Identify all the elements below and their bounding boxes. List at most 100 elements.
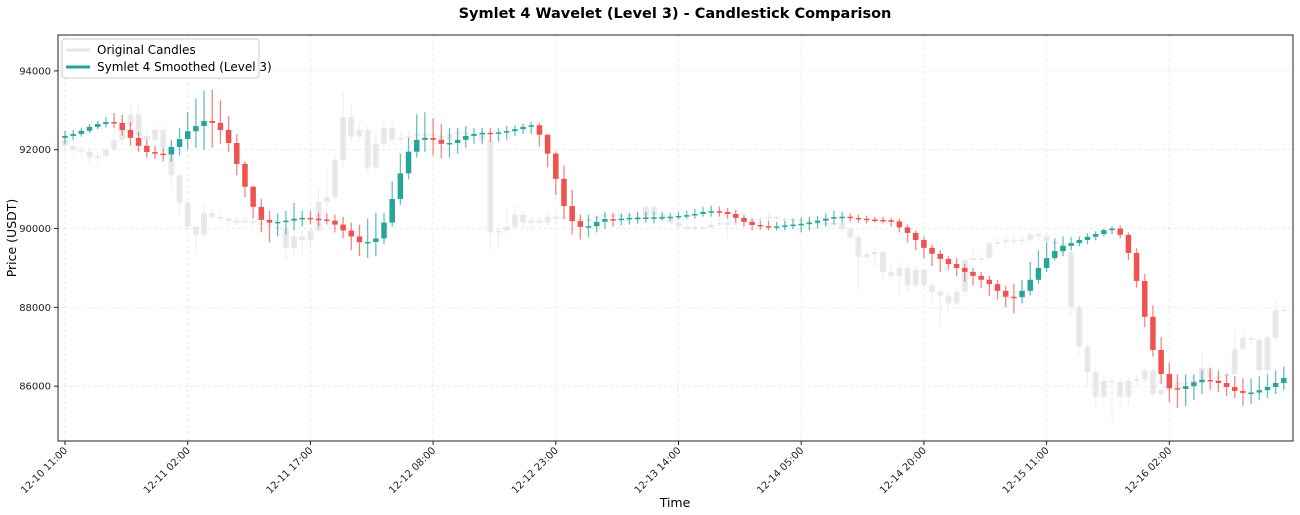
smoothed-candle-body <box>814 220 821 223</box>
original-candle-body <box>773 216 780 219</box>
original-candle-body <box>331 159 338 198</box>
smoothed-candle-body <box>561 178 567 207</box>
smoothed-candle-body <box>127 129 134 138</box>
original-candle-body <box>716 222 723 225</box>
original-candle-body <box>340 116 347 160</box>
smoothed-candle-body <box>585 226 592 228</box>
smoothed-candle-body <box>1092 234 1099 237</box>
smoothed-candle-body <box>733 213 739 218</box>
smoothed-candle-body <box>683 215 690 217</box>
smoothed-candle-body <box>103 122 109 125</box>
legend-original-label: Original Candles <box>97 43 196 57</box>
original-candle-body <box>233 220 240 223</box>
original-candle-body <box>929 285 936 292</box>
original-candle-body <box>127 114 134 127</box>
smoothed-candle-body <box>160 153 166 156</box>
original-candle-body <box>405 135 412 138</box>
smoothed-candle-body <box>888 220 894 222</box>
original-candle-body <box>700 226 707 229</box>
x-tick-label: 12-14 05:00 <box>755 445 806 496</box>
x-tick-label: 12-11 02:00 <box>142 445 193 496</box>
original-candle-body <box>1109 381 1116 383</box>
original-candle-body <box>994 242 1001 244</box>
y-axis-label: Price (USDT) <box>4 199 19 278</box>
smoothed-candle-body <box>1281 377 1287 384</box>
original-candle-body <box>1239 338 1246 349</box>
original-candle-body <box>86 151 93 158</box>
smoothed-candle-body <box>724 211 731 214</box>
smoothed-candle-body <box>659 217 665 219</box>
smoothed-candle-body <box>773 226 780 228</box>
y-axis: 86000 88000 90000 92000 94000 <box>19 66 58 393</box>
original-candle-body <box>291 236 298 249</box>
x-tick-label: 12-16 02:00 <box>1123 445 1174 496</box>
smoothed-candle-body <box>847 216 854 219</box>
original-candle-body <box>176 175 183 203</box>
smoothed-candle-body <box>569 206 575 222</box>
smoothed-candle-body <box>1231 386 1238 391</box>
smoothed-candle-body <box>953 264 960 268</box>
smoothed-candle-body <box>184 131 191 140</box>
original-candle-body <box>1141 370 1148 380</box>
original-candle-body <box>1010 240 1017 242</box>
x-tick-label: 12-12 08:00 <box>387 445 438 496</box>
original-candle-body <box>953 291 960 304</box>
original-candles <box>62 90 1287 422</box>
original-candle-body <box>1076 306 1083 347</box>
x-tick-label: 12-14 20:00 <box>878 445 929 496</box>
x-tick-label: 12-12 23:00 <box>510 445 561 496</box>
x-tick-label: 12-15 11:00 <box>1001 445 1052 496</box>
smoothed-candle-body <box>389 198 395 223</box>
smoothed-candle-body <box>1158 349 1164 374</box>
smoothed-candle-body <box>798 223 804 226</box>
smoothed-candle-body <box>250 186 256 207</box>
smoothed-candle-body <box>422 137 428 140</box>
smoothed-candle-body <box>822 218 829 221</box>
smoothed-candle-body <box>356 236 363 243</box>
original-candle-body <box>1117 381 1124 397</box>
smoothed-candle-body <box>741 217 747 222</box>
smoothed-candle-body <box>86 126 93 131</box>
smoothed-candle-body <box>872 219 878 221</box>
smoothed-candle-body <box>544 134 551 154</box>
smoothed-candle-body <box>1101 230 1107 235</box>
original-candle-body <box>511 214 518 227</box>
smoothed-candles <box>62 89 1287 408</box>
smoothed-candle-body <box>643 217 649 220</box>
smoothed-candle-body <box>495 132 502 134</box>
smoothed-candle-body <box>1060 245 1066 252</box>
smoothed-candle-body <box>413 139 420 152</box>
smoothed-candle-body <box>1182 386 1189 389</box>
smoothed-candle-body <box>1109 228 1115 231</box>
smoothed-candle-body <box>1256 390 1263 393</box>
smoothed-candle-body <box>1125 234 1132 253</box>
smoothed-candle-body <box>217 122 224 130</box>
smoothed-candle-body <box>454 139 461 144</box>
original-candle-body <box>1043 236 1050 242</box>
plot-frame <box>57 34 1294 442</box>
original-candle-body <box>397 137 404 140</box>
smoothed-candle-body <box>880 219 886 222</box>
y-tick-label: 88000 <box>19 303 51 314</box>
smoothed-candle-body <box>1191 382 1197 387</box>
original-candle-body <box>323 197 330 202</box>
smoothed-candle-body <box>1052 251 1058 259</box>
original-candle-body <box>904 267 911 286</box>
original-candle-body <box>372 143 379 168</box>
original-candle-body <box>307 230 314 241</box>
original-candle-body <box>225 218 232 221</box>
smoothed-candle-body <box>634 217 641 220</box>
smoothed-candle-body <box>438 139 445 144</box>
original-candle-body <box>209 212 216 217</box>
smoothed-candle-body <box>430 137 436 140</box>
original-candle-body <box>528 220 535 223</box>
original-candle-body <box>282 228 289 249</box>
original-candle-body <box>1149 370 1156 395</box>
smoothed-candle-body <box>896 221 903 228</box>
gridlines <box>58 35 1293 441</box>
smoothed-candle-body <box>1117 228 1123 235</box>
original-candle-body <box>520 214 527 223</box>
smoothed-candle-body <box>1076 239 1083 244</box>
smoothed-candle-body <box>610 219 616 221</box>
smoothed-candle-body <box>307 217 314 220</box>
